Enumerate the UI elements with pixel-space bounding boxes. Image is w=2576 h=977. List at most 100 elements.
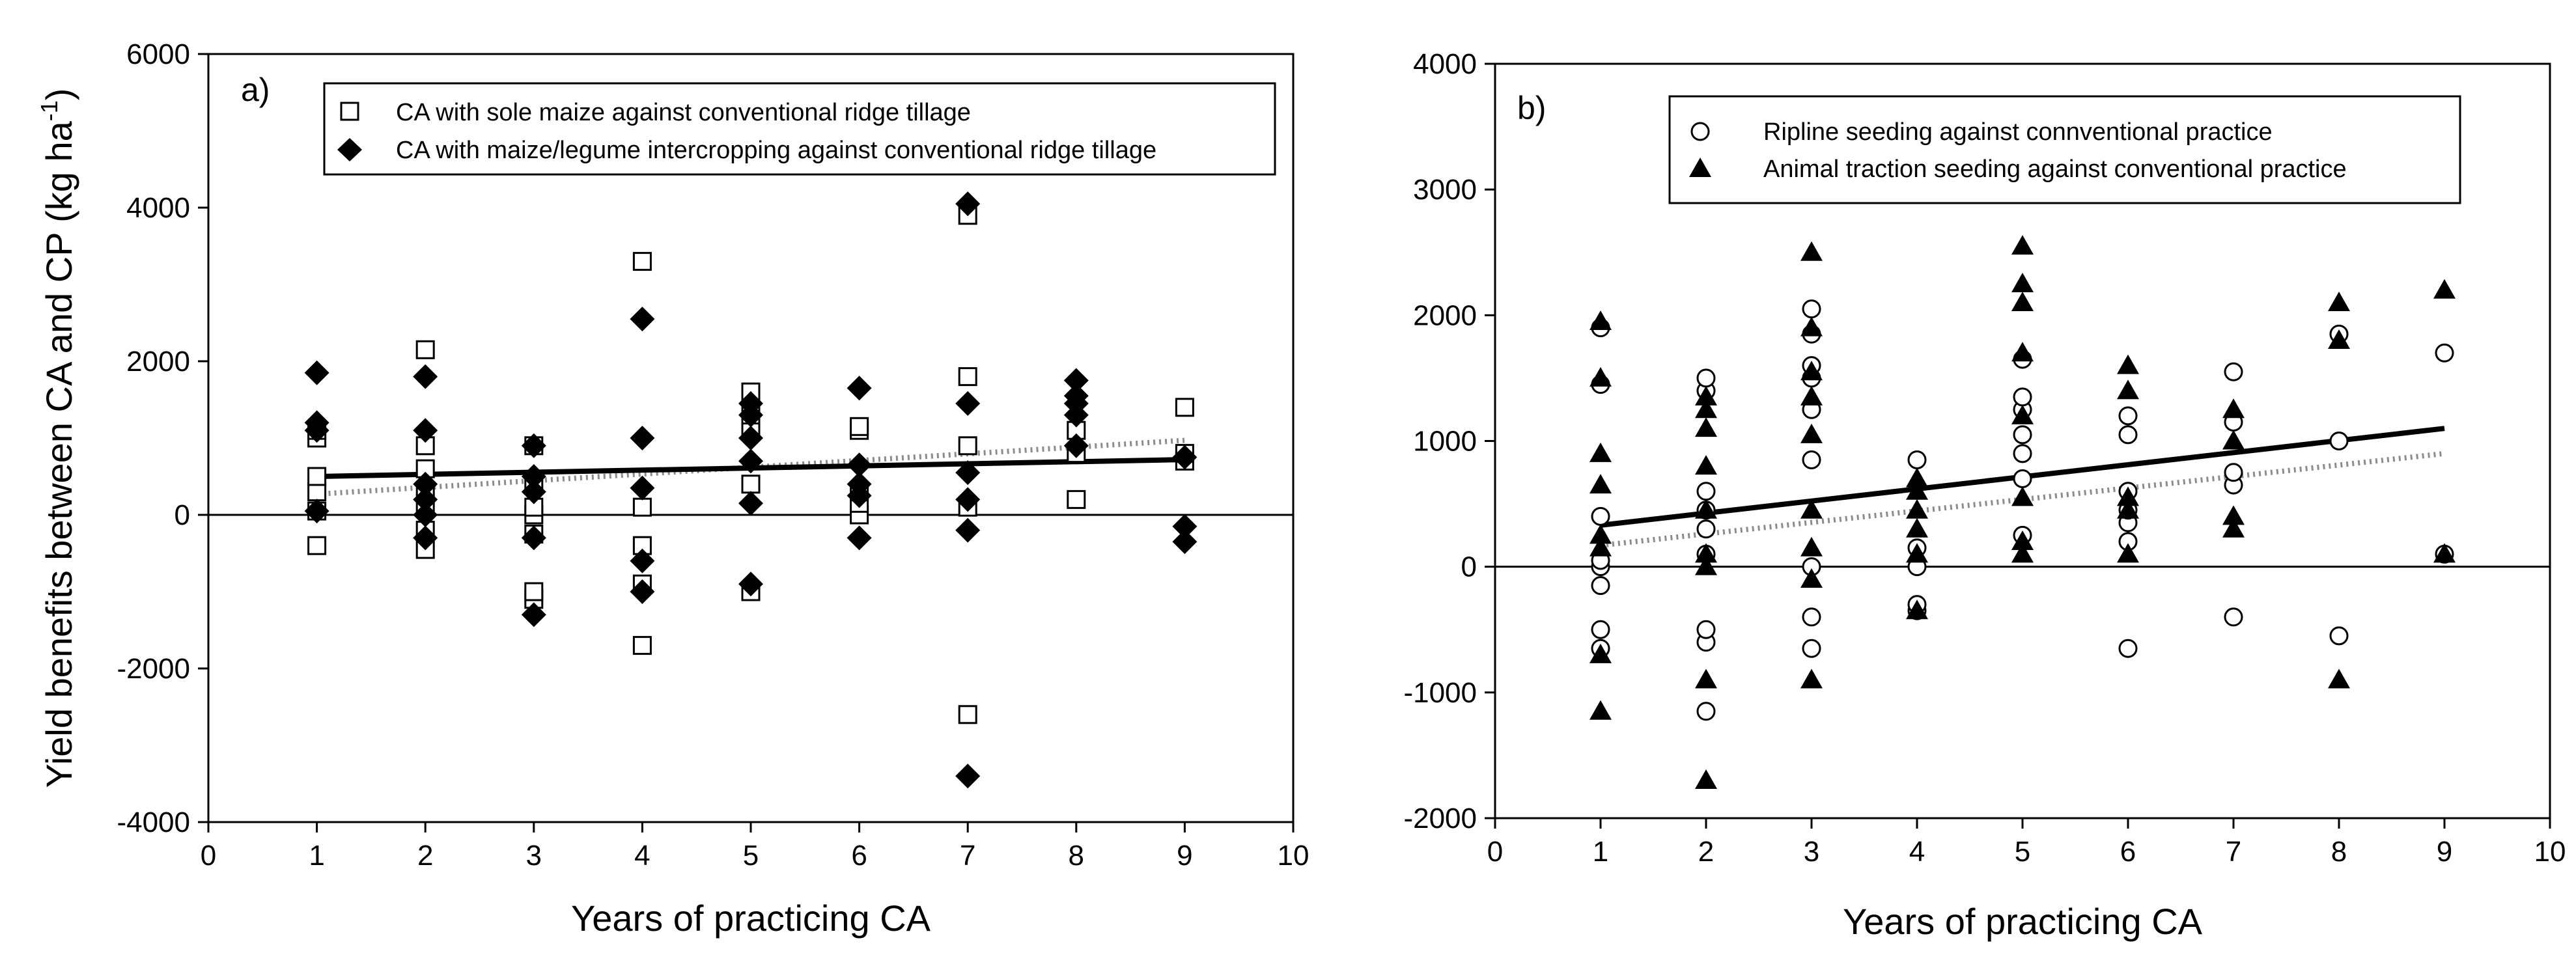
panel-a-point-filled-diamond xyxy=(738,491,763,516)
panel-b-point-filled-triangle xyxy=(1589,536,1612,557)
panel-b: -2000 -1000 0 1000 2000 3000 4000 0 1 2 3 4 5 6 7 8 9 10… xyxy=(1403,48,2566,942)
legend-marker-filled-diamond xyxy=(337,138,362,161)
panel-a-y-tick-label: -2000 xyxy=(117,653,190,685)
panel-a-point-filled-diamond xyxy=(630,579,655,604)
panel-b-x-ticks: 0 1 2 3 4 5 6 7 8 9 10 xyxy=(1487,818,2566,868)
panel-b-point-open-circle xyxy=(2224,607,2243,627)
panel-a-point-filled-diamond xyxy=(630,475,655,501)
panel-a-point-open-square xyxy=(632,636,652,655)
panel-a-point-open-square xyxy=(958,436,977,456)
panel-a-point-filled-diamond xyxy=(304,499,329,524)
panel-b-point-filled-triangle xyxy=(1695,398,1717,419)
panel-a-y-axis-title-sup: -1 xyxy=(36,100,63,121)
panel-b-y-tick-label: 0 xyxy=(1461,551,1477,583)
panel-b-point-open-circle xyxy=(2224,362,2243,381)
panel-a-point-filled-diamond xyxy=(413,364,438,389)
panel-a-point-filled-diamond xyxy=(1172,445,1197,470)
panel-a-x-tick-label: 1 xyxy=(309,840,324,872)
legend-label-ripline: Ripline seeding against connventional pr… xyxy=(1763,118,2273,146)
panel-b-point-filled-triangle xyxy=(2117,354,2139,374)
panel-a-x-tick-label: 6 xyxy=(851,840,867,872)
panel-b-point-open-circle xyxy=(1591,506,1610,526)
legend-marker-open-square xyxy=(340,102,359,121)
panel-b-point-filled-triangle xyxy=(1589,310,1612,330)
panel-b-point-filled-triangle xyxy=(1695,769,1717,790)
panel-a-point-open-square xyxy=(632,497,652,517)
panel-b-point-open-circle xyxy=(2118,639,2138,658)
panel-b-point-filled-triangle xyxy=(2011,530,2034,551)
panel-b-point-open-circle xyxy=(2329,432,2349,450)
panel-a-point-filled-diamond xyxy=(847,525,872,551)
panel-b-point-open-circle xyxy=(1696,702,1716,721)
panel-b-point-open-circle xyxy=(1696,368,1716,388)
panel-b-point-filled-triangle xyxy=(1800,423,1823,443)
panel-b-point-filled-triangle xyxy=(2222,398,2245,419)
panel-a-point-filled-diamond xyxy=(521,479,546,504)
panel-b-point-filled-triangle xyxy=(1906,599,1928,620)
panel-b-point-filled-triangle xyxy=(1800,499,1823,519)
legend-label-sole-maize: CA with sole maize against conventional … xyxy=(396,99,971,126)
panel-a-y-tick-label: -4000 xyxy=(117,806,190,838)
panel-a-y-ticks: -4000 -2000 0 2000 4000 6000 xyxy=(117,38,208,838)
panel-a-point-open-square xyxy=(415,340,435,359)
panel-b-point-open-circle xyxy=(2118,406,2138,426)
panel-b-point-filled-triangle xyxy=(2011,273,2034,293)
panel-b-point-open-circle xyxy=(2013,444,2032,463)
panel-b-point-filled-triangle xyxy=(2117,499,2139,519)
panel-a-point-filled-diamond xyxy=(630,548,655,573)
panel-b-point-open-circle xyxy=(2435,343,2454,363)
panel-a-x-tick-label: 10 xyxy=(1278,840,1309,872)
panel-b-point-open-circle xyxy=(1696,519,1716,539)
panel-a-point-filled-diamond xyxy=(1172,514,1197,539)
panel-a-x-tick-label: 2 xyxy=(417,840,433,872)
panel-b-point-open-circle xyxy=(1802,450,1821,469)
panel-b-point-filled-triangle xyxy=(1800,361,1823,381)
panel-b-point-open-circle xyxy=(1802,607,1821,627)
panel-b-x-tick-label: 1 xyxy=(1593,836,1608,868)
panel-b-y-tick-label: 3000 xyxy=(1413,174,1477,206)
panel-b-point-filled-triangle xyxy=(2011,342,2034,362)
panel-b-x-tick-label: 2 xyxy=(1698,836,1714,868)
legend-marker-filled-triangle xyxy=(1689,158,1711,177)
panel-b-point-filled-triangle xyxy=(1800,536,1823,557)
legend-label-intercropping: CA with maize/legume intercropping again… xyxy=(396,137,1156,164)
panel-a-point-filled-diamond xyxy=(521,525,546,551)
panel-a-point-filled-diamond xyxy=(304,360,329,385)
panel-b-x-tick-label: 9 xyxy=(2437,836,2452,868)
panel-b-point-filled-triangle xyxy=(1695,555,1717,575)
panel-b-point-filled-triangle xyxy=(2011,486,2034,506)
panel-a-point-filled-diamond xyxy=(413,502,438,527)
panel-a-legend: CA with sole maize against conventional … xyxy=(323,82,1276,176)
panel-a-x-tick-label: 9 xyxy=(1177,840,1192,872)
panel-b-point-open-circle xyxy=(1907,450,1927,469)
panel-a-point-filled-diamond xyxy=(1063,433,1089,458)
panel-b-point-filled-triangle xyxy=(2328,292,2350,312)
panel-a-point-filled-diamond xyxy=(955,460,981,486)
panel-b-point-filled-triangle xyxy=(2328,668,2350,689)
panel-b-y-tick-label: -2000 xyxy=(1403,803,1477,834)
panel-b-data-points xyxy=(1589,235,2456,790)
panel-b-point-filled-triangle xyxy=(2117,486,2139,506)
panel-a-point-filled-diamond xyxy=(521,602,546,627)
panel-b-trend-line-filled-triangle xyxy=(1600,450,2445,548)
panel-a-point-open-square xyxy=(632,252,652,271)
panel-b-point-filled-triangle xyxy=(1800,568,1823,588)
panel-a-x-axis-title: Years of practicing CA xyxy=(571,898,931,939)
panel-b-y-tick-label: 1000 xyxy=(1413,426,1477,458)
panel-a-point-filled-diamond xyxy=(521,433,546,458)
panel-b-point-filled-triangle xyxy=(2222,430,2245,450)
panel-a-data-points xyxy=(304,191,1197,789)
panel-a-point-filled-diamond xyxy=(413,418,438,443)
panel-a-point-filled-diamond xyxy=(1063,383,1089,409)
panel-b-point-filled-triangle xyxy=(1906,467,1928,488)
panel-a-x-tick-label: 7 xyxy=(960,840,975,872)
panel-b-point-filled-triangle xyxy=(1589,700,1612,720)
panel-b-point-filled-triangle xyxy=(1589,524,1612,544)
panel-b-legend-box xyxy=(1668,95,2461,204)
panel-b-point-open-circle xyxy=(1802,639,1821,658)
panel-b-x-axis-title: Years of practicing CA xyxy=(1843,901,2203,942)
panel-b-point-open-circle xyxy=(2329,626,2349,646)
panel-a-point-open-square xyxy=(1175,398,1194,417)
panel-b-point-filled-triangle xyxy=(2433,543,2456,563)
